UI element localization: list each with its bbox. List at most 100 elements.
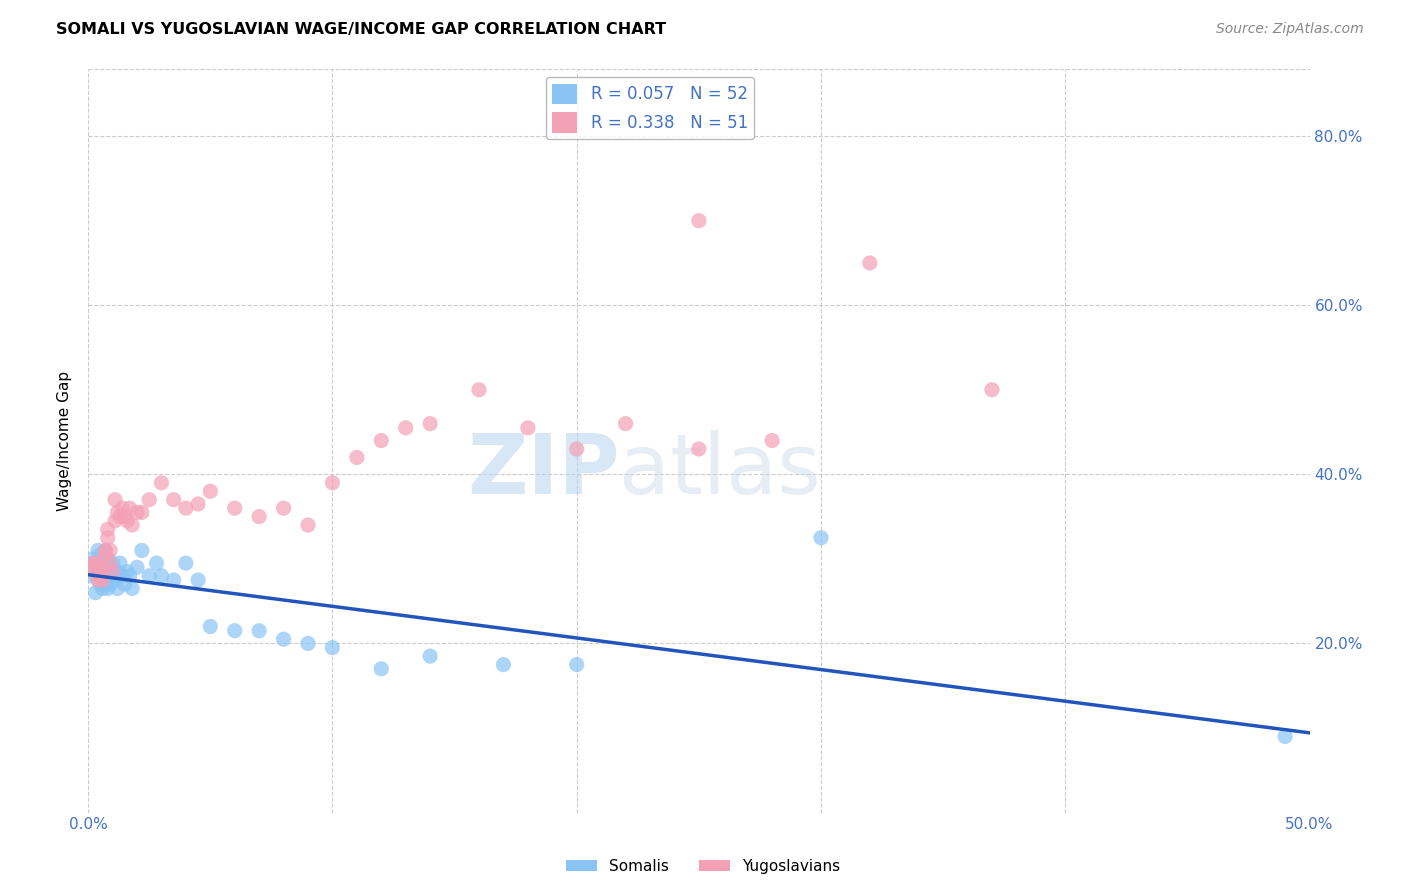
Point: [419, 649, 441, 664]
Point: [97, 569, 120, 583]
Point: [115, 514, 138, 528]
Text: ZIP: ZIP: [467, 430, 620, 511]
Point: [118, 501, 141, 516]
Point: [104, 492, 127, 507]
Point: [89, 565, 111, 579]
Point: [91, 560, 114, 574]
Point: [108, 556, 131, 570]
Point: [125, 505, 148, 519]
Point: [138, 492, 160, 507]
Point: [150, 475, 173, 490]
Point: [370, 662, 392, 676]
Point: [273, 632, 295, 647]
Point: [82, 552, 104, 566]
Point: [91, 573, 114, 587]
Text: atlas: atlas: [620, 430, 821, 511]
Point: [121, 518, 143, 533]
Point: [107, 505, 129, 519]
Point: [468, 383, 491, 397]
Point: [138, 569, 160, 583]
Point: [91, 582, 114, 596]
Point: [82, 556, 104, 570]
Point: [370, 434, 392, 448]
Point: [492, 657, 515, 672]
Point: [688, 213, 710, 227]
Point: [91, 569, 114, 583]
Point: [98, 565, 121, 579]
Point: [114, 509, 136, 524]
Y-axis label: Wage/Income Gap: Wage/Income Gap: [58, 370, 72, 510]
Point: [200, 484, 222, 499]
Point: [273, 501, 295, 516]
Point: [419, 417, 441, 431]
Point: [761, 434, 783, 448]
Point: [614, 417, 637, 431]
Point: [115, 565, 138, 579]
Point: [121, 582, 143, 596]
Legend: Somalis, Yugoslavians: Somalis, Yugoslavians: [560, 853, 846, 880]
Point: [101, 565, 124, 579]
Point: [131, 505, 153, 519]
Point: [200, 619, 222, 633]
Point: [321, 475, 343, 490]
Point: [98, 556, 121, 570]
Point: [516, 421, 538, 435]
Point: [981, 383, 1004, 397]
Point: [101, 569, 124, 583]
Point: [107, 582, 129, 596]
Point: [84, 585, 107, 599]
Point: [94, 548, 117, 562]
Point: [97, 522, 120, 536]
Point: [94, 543, 117, 558]
Point: [89, 565, 111, 579]
Point: [94, 577, 117, 591]
Point: [297, 518, 319, 533]
Point: [108, 509, 131, 524]
Point: [688, 442, 710, 456]
Point: [84, 556, 107, 570]
Point: [98, 543, 121, 558]
Point: [97, 531, 120, 545]
Point: [107, 565, 129, 579]
Text: SOMALI VS YUGOSLAVIAN WAGE/INCOME GAP CORRELATION CHART: SOMALI VS YUGOSLAVIAN WAGE/INCOME GAP CO…: [56, 22, 666, 37]
Point: [565, 657, 588, 672]
Text: Source: ZipAtlas.com: Source: ZipAtlas.com: [1216, 22, 1364, 37]
Point: [104, 573, 127, 587]
Point: [87, 543, 110, 558]
Point: [224, 624, 246, 638]
Point: [247, 624, 270, 638]
Point: [565, 442, 588, 456]
Point: [297, 636, 319, 650]
Point: [163, 573, 186, 587]
Point: [1274, 730, 1296, 744]
Point: [187, 497, 209, 511]
Point: [79, 569, 101, 583]
Point: [87, 573, 110, 587]
Point: [104, 565, 127, 579]
Point: [810, 531, 832, 545]
Point: [395, 421, 418, 435]
Point: [125, 560, 148, 574]
Point: [89, 548, 111, 562]
Point: [118, 569, 141, 583]
Point: [98, 577, 121, 591]
Point: [97, 582, 120, 596]
Point: [94, 543, 117, 558]
Point: [163, 492, 186, 507]
Point: [79, 560, 101, 574]
Point: [224, 501, 246, 516]
Point: [94, 560, 117, 574]
Point: [145, 556, 167, 570]
Point: [174, 556, 197, 570]
Point: [346, 450, 368, 465]
Point: [131, 543, 153, 558]
Legend: R = 0.057   N = 52, R = 0.338   N = 51: R = 0.057 N = 52, R = 0.338 N = 51: [546, 77, 755, 139]
Point: [91, 552, 114, 566]
Point: [174, 501, 197, 516]
Point: [87, 569, 110, 583]
Point: [247, 509, 270, 524]
Point: [89, 569, 111, 583]
Point: [84, 556, 107, 570]
Point: [89, 577, 111, 591]
Point: [87, 565, 110, 579]
